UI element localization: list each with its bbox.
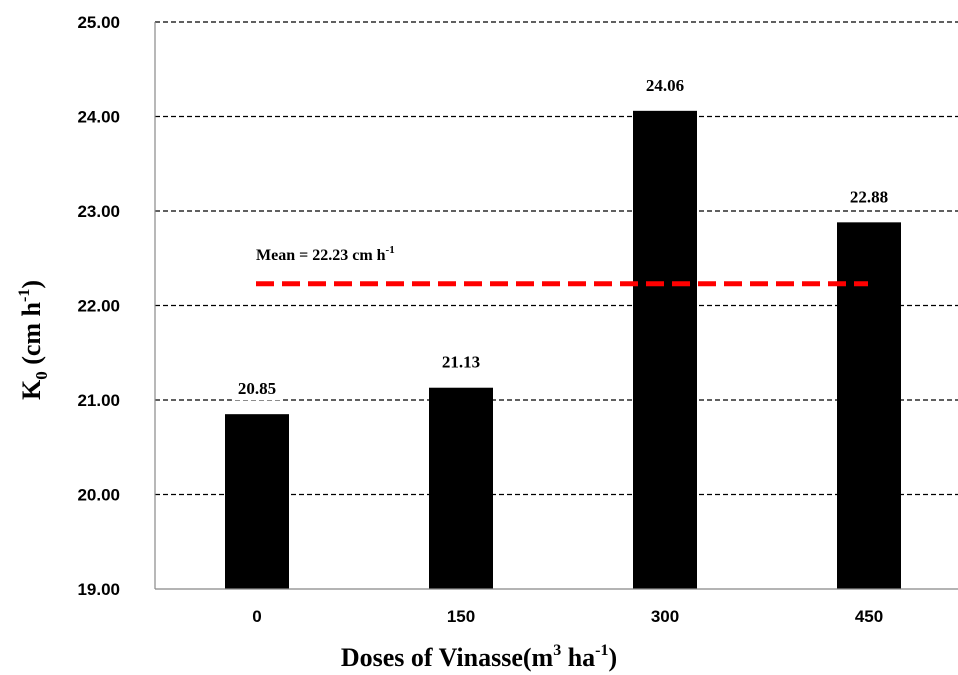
y-tick-labels: 19.00 20.00 21.00 22.00 23.00 24.00 25.00 xyxy=(77,13,120,599)
bar xyxy=(633,110,697,589)
data-label: 20.85 xyxy=(238,379,276,398)
bar xyxy=(429,387,493,589)
bar xyxy=(225,414,289,589)
data-label-background xyxy=(843,185,895,209)
x-tick-label: 300 xyxy=(651,607,679,626)
y-axis-title: K0 (cm h-1) xyxy=(16,280,51,400)
data-label-background xyxy=(231,377,283,401)
y-tick-label: 20.00 xyxy=(77,486,120,505)
mean-label-superscript: -1 xyxy=(386,244,395,256)
data-label: 24.06 xyxy=(646,76,684,95)
y-tick-label: 25.00 xyxy=(77,13,120,32)
x-tick-labels: 0 150 300 450 xyxy=(252,607,883,626)
data-label-background xyxy=(435,350,487,374)
axes xyxy=(154,22,958,590)
y-tick-label: 22.00 xyxy=(77,297,120,316)
data-labels: 20.85 21.13 24.06 22.88 xyxy=(231,73,895,401)
y-tick-label: 19.00 xyxy=(77,580,120,599)
x-tick-label: 450 xyxy=(855,607,883,626)
data-label: 21.13 xyxy=(442,353,480,372)
x-tick-label: 150 xyxy=(447,607,475,626)
bars xyxy=(225,110,901,589)
y-tick-label: 24.00 xyxy=(77,108,120,127)
gridlines xyxy=(155,21,958,496)
data-label-background xyxy=(639,73,691,97)
x-tick-label: 0 xyxy=(252,607,261,626)
y-tick-label: 21.00 xyxy=(77,391,120,410)
data-label: 22.88 xyxy=(850,187,888,206)
mean-line-label: Mean = 22.23 cm h-1 xyxy=(256,244,395,264)
y-tick-label: 23.00 xyxy=(77,202,120,221)
bar xyxy=(837,222,901,589)
x-axis-title: Doses of Vinasse(m3 ha-1) xyxy=(341,642,617,672)
